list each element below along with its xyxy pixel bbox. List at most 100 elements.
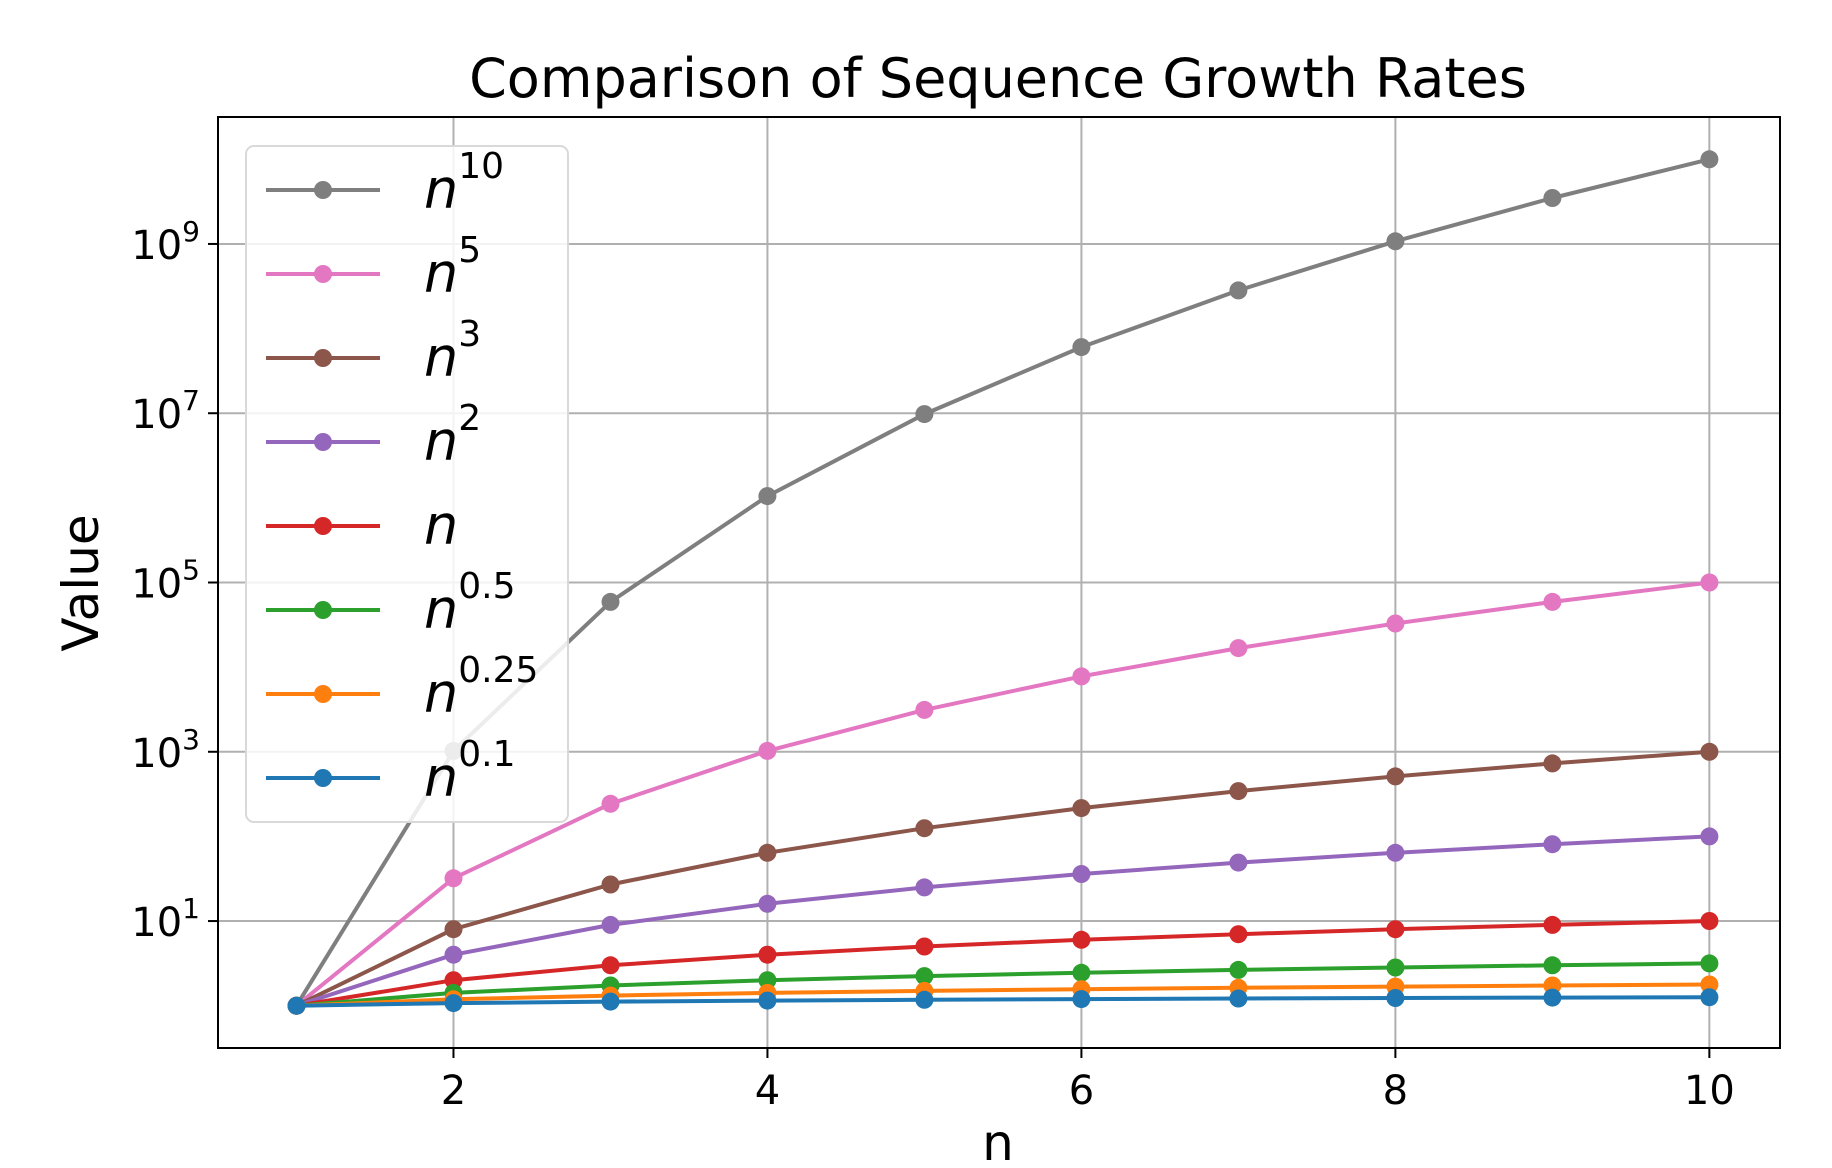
data-point (1543, 956, 1562, 975)
data-point (1386, 989, 1405, 1007)
data-point (1700, 988, 1719, 1007)
data-point (758, 741, 777, 760)
data-point (1700, 912, 1719, 930)
legend-item: n0.25 (266, 650, 538, 725)
data-point (1229, 989, 1248, 1008)
data-point (1072, 799, 1091, 818)
data-point (1700, 827, 1719, 846)
data-point (1072, 865, 1091, 883)
legend-item: n2 (266, 398, 481, 473)
data-point (1543, 988, 1562, 1007)
legend-marker (314, 517, 332, 535)
legend-label: n (424, 494, 458, 557)
chart-title: Comparison of Sequence Growth Rates (469, 47, 1527, 110)
x-tick-label: 10 (1684, 1068, 1735, 1114)
data-point (1543, 592, 1562, 611)
data-point (1229, 281, 1248, 300)
data-point (758, 487, 777, 506)
data-point (915, 878, 934, 897)
y-tick-label: 105 (131, 554, 200, 608)
data-point (915, 700, 934, 719)
data-point (287, 996, 306, 1015)
data-point (915, 405, 934, 424)
data-point (601, 992, 620, 1011)
legend-label: n2 (424, 398, 481, 473)
legend-item: n0.5 (266, 566, 516, 641)
data-point (1229, 925, 1248, 944)
data-point (1386, 958, 1405, 977)
legend-label: n3 (424, 314, 481, 389)
data-point (1072, 930, 1091, 949)
series-line (296, 995, 1710, 1008)
data-point (1700, 954, 1719, 973)
data-point (1543, 915, 1562, 934)
legend-marker (314, 601, 332, 619)
data-point (1229, 853, 1248, 872)
data-point (601, 592, 620, 611)
legend-label: n0.25 (424, 650, 538, 725)
data-point (1700, 150, 1719, 169)
data-point (758, 971, 777, 990)
data-point (758, 894, 777, 913)
data-point (444, 971, 463, 990)
data-point (1386, 767, 1405, 786)
series-line (295, 580, 1710, 1008)
y-tick-label: 109 (131, 215, 200, 269)
data-point (1543, 754, 1562, 773)
series-0.1 (287, 988, 1719, 1015)
legend-marker (314, 433, 332, 451)
y-tick-label: 103 (131, 723, 200, 777)
data-point (1700, 573, 1719, 592)
data-point (758, 945, 777, 964)
data-point (444, 869, 463, 888)
data-point (1229, 782, 1248, 801)
data-point (1543, 835, 1562, 854)
data-point (1229, 960, 1248, 979)
y-axis-label: Value (52, 514, 110, 651)
legend-item: n0.1 (266, 734, 516, 809)
legend-item: n5 (266, 230, 481, 305)
data-point (1386, 843, 1405, 862)
data-point (915, 937, 934, 956)
legend-box (245, 145, 569, 823)
data-point (1072, 338, 1091, 357)
x-tick-label: 4 (755, 1068, 780, 1114)
legend-item: n10 (266, 146, 504, 221)
legend-marker (314, 769, 332, 787)
x-tick-label: 6 (1069, 1068, 1094, 1114)
legend-label: n10 (424, 146, 504, 221)
series-line (296, 961, 1710, 1008)
data-point (1072, 990, 1091, 1009)
data-point (444, 994, 463, 1013)
x-tick-label: 8 (1383, 1068, 1408, 1114)
data-point (915, 967, 934, 986)
legend-item: n (266, 494, 458, 557)
series-1 (287, 912, 1719, 1015)
data-point (1386, 614, 1405, 633)
legend-marker (314, 181, 332, 199)
data-point (601, 794, 620, 813)
axes: 2 4 6 8 10 101 103 105 107 109 (131, 116, 1781, 1114)
data-point (601, 915, 620, 934)
series-0.25 (287, 975, 1719, 1015)
data-point (758, 843, 777, 862)
y-tick-label: 101 (131, 892, 200, 946)
data-point (601, 875, 620, 894)
data-point (1229, 639, 1248, 658)
data-point (1386, 920, 1405, 939)
data-point (1072, 963, 1091, 982)
legend-marker (314, 349, 332, 367)
data-point (444, 945, 463, 964)
data-point (758, 991, 777, 1010)
y-tick-label: 107 (131, 384, 200, 438)
series-line (295, 834, 1710, 1008)
data-point (1700, 742, 1719, 761)
data-point (444, 920, 463, 939)
data-point (601, 956, 620, 975)
legend-label: n0.5 (424, 566, 516, 641)
legend-label: n5 (424, 230, 481, 305)
data-point (1386, 232, 1405, 251)
legend-marker (314, 685, 332, 703)
